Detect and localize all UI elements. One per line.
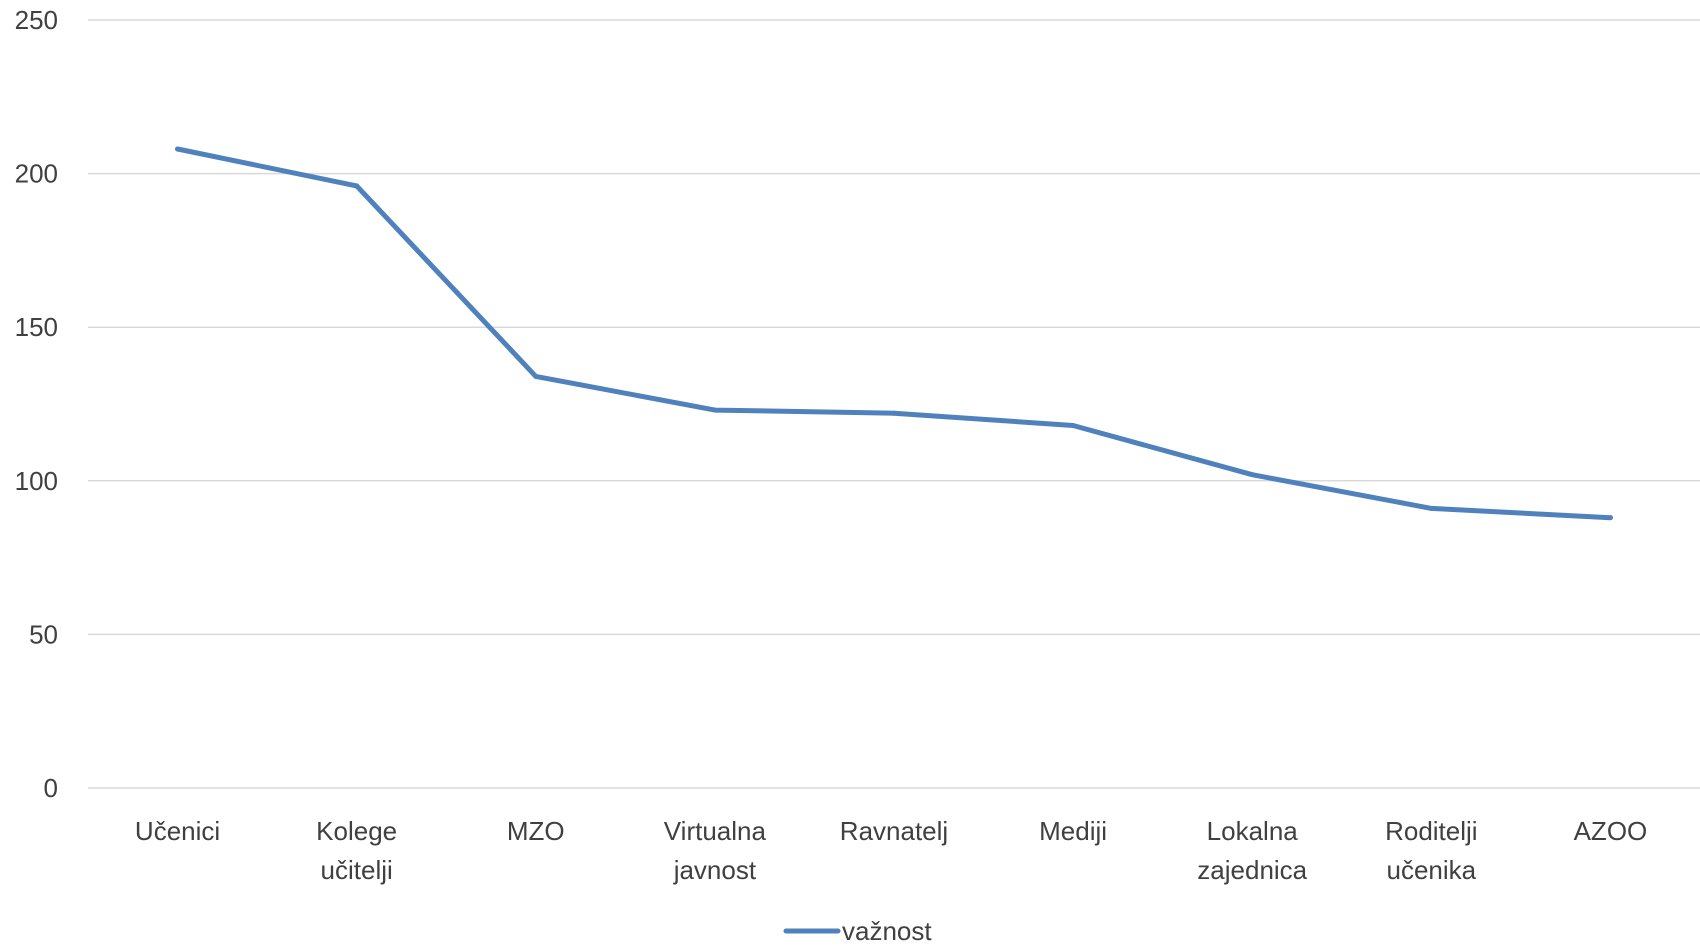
data-point (175, 146, 181, 152)
y-tick-label: 250 (15, 5, 58, 35)
legend: važnost (783, 916, 932, 946)
x-category-label: Kolege učitelji (316, 816, 397, 885)
data-point (354, 183, 360, 189)
data-point (1428, 505, 1434, 511)
y-tick-label: 150 (15, 312, 58, 342)
y-tick-label: 200 (15, 159, 58, 189)
y-tick-label: 50 (29, 619, 58, 649)
x-category-label: MZO (507, 816, 565, 846)
data-point (1249, 472, 1255, 478)
series-line-0 (175, 146, 1613, 521)
data-point (1070, 423, 1076, 429)
gridlines (88, 19, 1700, 789)
data-point (1607, 515, 1613, 521)
series-lines (175, 146, 1613, 521)
x-category-label: Učenici (135, 816, 220, 846)
x-category-label: Ravnatelj (840, 816, 948, 846)
y-tick-label: 0 (44, 773, 58, 803)
y-axis-tick-labels: 0 50 100 150 200 250 (15, 5, 58, 803)
x-category-label: AZOO (1574, 816, 1648, 846)
x-category-label: Roditelji učenika (1385, 816, 1478, 885)
x-axis-category-labels: Učenici Kolege učitelji MZO Virtualna javnost… (135, 816, 1647, 885)
x-category-label: Virtualna javnost (664, 816, 767, 885)
x-category-label: Mediji (1039, 816, 1107, 846)
data-point (533, 373, 539, 379)
y-tick-label: 100 (15, 466, 58, 496)
data-point (891, 410, 897, 416)
data-point (712, 407, 718, 413)
x-category-label: Lokalna zajednica (1197, 816, 1307, 885)
legend-label: važnost (842, 916, 932, 943)
